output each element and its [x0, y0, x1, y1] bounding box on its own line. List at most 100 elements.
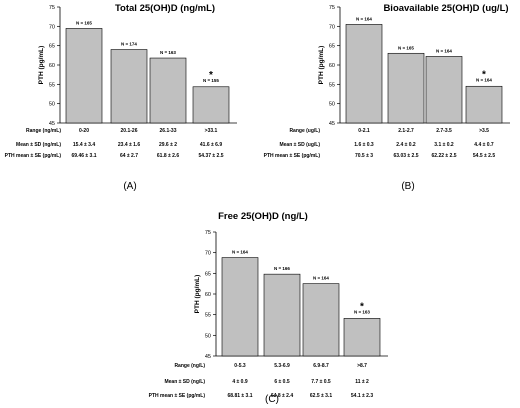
- y-tick-label: 65: [49, 44, 55, 50]
- n-label: N = 166: [274, 266, 290, 271]
- n-label: N = 165: [76, 20, 92, 25]
- n-label: N = 174: [121, 42, 137, 47]
- n-label: N = 163: [354, 309, 370, 314]
- y-tick-label: 45: [329, 121, 335, 127]
- table-row-label: Range (ng/L): [174, 363, 205, 369]
- y-tick-label: 60: [205, 292, 211, 298]
- chart-title: Bioavailable 25(OH)D (ug/L): [383, 3, 508, 14]
- significance-asterisk: *: [360, 301, 364, 312]
- y-tick-label: 45: [49, 121, 55, 127]
- y-tick-label: 50: [49, 102, 55, 108]
- table-cell: 4.4 ± 0.7: [474, 142, 494, 148]
- table-cell: 4 ± 0.9: [232, 379, 247, 385]
- table-cell: 69.46 ± 3.1: [72, 153, 97, 159]
- chart-title: Total 25(OH)D (ng/mL): [115, 3, 215, 14]
- bar: [110, 49, 148, 124]
- y-tick-label: 60: [49, 63, 55, 69]
- table-cell: >8.7: [357, 363, 367, 369]
- table-cell: 23.4 ± 1.6: [118, 142, 140, 148]
- table-row-label: PTH mean ± SE (pg/mL): [149, 393, 206, 399]
- table-cell: 62.5 ± 3.1: [310, 393, 332, 399]
- table-cell: 41.6 ± 6.9: [200, 142, 222, 148]
- y-tick-label: 55: [205, 313, 211, 319]
- bar: [221, 257, 259, 357]
- table-cell: 63.03 ± 2.5: [394, 153, 419, 159]
- y-tick-label: 65: [205, 271, 211, 277]
- table-cell: 54.5 ± 2.5: [473, 153, 495, 159]
- y-tick-label: 70: [329, 24, 335, 30]
- n-label: N = 165: [398, 45, 414, 50]
- table-cell: >3.5: [479, 128, 489, 134]
- y-tick-label: 50: [329, 102, 335, 108]
- table-cell: >33.1: [205, 128, 218, 134]
- table-row-label: PTH mean ± SE (pg/mL): [264, 153, 321, 159]
- n-label: N = 164: [313, 276, 329, 281]
- chart-panel-a: Total 25(OH)D (ng/mL) 45 50 55 60 65 70 75 PTH (…: [5, 3, 237, 192]
- table-cell: 64.8 ± 2.4: [271, 393, 293, 399]
- table-cell: 26.1-33: [160, 128, 177, 134]
- panel-label: (B): [401, 181, 414, 192]
- panel-label: (C): [265, 394, 279, 405]
- table-cell: 7.7 ± 0.5: [311, 379, 331, 385]
- bar: [263, 273, 301, 357]
- significance-asterisk: *: [209, 70, 213, 81]
- table-cell: 2.4 ± 0.2: [396, 142, 416, 148]
- n-label: N = 164: [356, 16, 372, 21]
- table-cell: 11 ± 2: [355, 379, 369, 385]
- table-cell: 1.6 ± 0.3: [354, 142, 374, 148]
- table-cell: 62.22 ± 2.5: [432, 153, 457, 159]
- bar: [302, 283, 340, 357]
- y-tick-label: 55: [49, 82, 55, 88]
- table-row-label: Mean ± SD (ug/L): [279, 142, 320, 148]
- table-cell: 0-5.3: [234, 363, 246, 369]
- n-label: N = 164: [232, 250, 248, 255]
- table-cell: 2.7-3.5: [436, 128, 452, 134]
- table-cell: 64 ± 2.7: [120, 153, 138, 159]
- y-tick-label: 65: [329, 44, 335, 50]
- table-cell: 3.1 ± 0.2: [434, 142, 454, 148]
- bar: [387, 52, 425, 124]
- table-cell: 15.4 ± 3.4: [73, 142, 95, 148]
- y-axis-label: PTH (pg/mL): [194, 275, 201, 314]
- bar: [425, 56, 463, 124]
- y-tick-label: 60: [329, 63, 335, 69]
- y-tick-label: 70: [205, 251, 211, 257]
- table-cell: 2.1-2.7: [398, 128, 414, 134]
- table-cell: 0-2.1: [358, 128, 370, 134]
- y-axis-label: PTH (pg/mL): [38, 46, 45, 85]
- panel-label: (A): [123, 181, 136, 192]
- table-cell: 6 ± 0.5: [274, 379, 289, 385]
- n-label: N = 155: [203, 78, 219, 83]
- n-label: N = 164: [436, 48, 452, 53]
- bar: [149, 57, 187, 124]
- y-tick-label: 75: [329, 5, 335, 11]
- chart-panel-b: Bioavailable 25(OH)D (ug/L) 45 50 55 60 65 70 7…: [264, 3, 510, 192]
- table-cell: 70.5 ± 3: [355, 153, 373, 159]
- table-cell: 54.37 ± 2.5: [199, 153, 224, 159]
- significance-asterisk: *: [482, 69, 486, 80]
- chart-panel-c: Free 25(OH)D (ng/L) 45 50 55 60 65 70 75 PTH (pg…: [149, 211, 388, 405]
- y-axis-label: PTH (pg/mL): [318, 46, 325, 85]
- table-cell: 6.9-8.7: [313, 363, 329, 369]
- table-row-label: Mean ± SD (ng/L): [164, 379, 205, 385]
- bar: [465, 85, 503, 124]
- bar: [343, 318, 381, 357]
- y-tick-label: 75: [49, 5, 55, 11]
- bar: [345, 24, 383, 124]
- table-cell: 68.81 ± 3.1: [228, 393, 253, 399]
- n-label: N = 163: [160, 50, 176, 55]
- table-cell: 20.1-26: [121, 128, 138, 134]
- table-row-label: PTH mean ± SE (pg/mL): [5, 153, 62, 159]
- chart-title: Free 25(OH)D (ng/L): [218, 211, 308, 222]
- y-tick-label: 70: [49, 24, 55, 30]
- table-cell: 54.1 ± 2.3: [351, 393, 373, 399]
- table-row-label: Mean ± SD (ng/mL): [16, 142, 61, 148]
- table-row-label: Range (ng/mL): [26, 128, 61, 134]
- n-label: N = 164: [476, 77, 492, 82]
- y-tick-label: 55: [329, 82, 335, 88]
- y-tick-label: 50: [205, 333, 211, 339]
- table-cell: 5.3-6.9: [274, 363, 290, 369]
- table-cell: 29.6 ± 2: [159, 142, 177, 148]
- table-cell: 0-20: [79, 128, 89, 134]
